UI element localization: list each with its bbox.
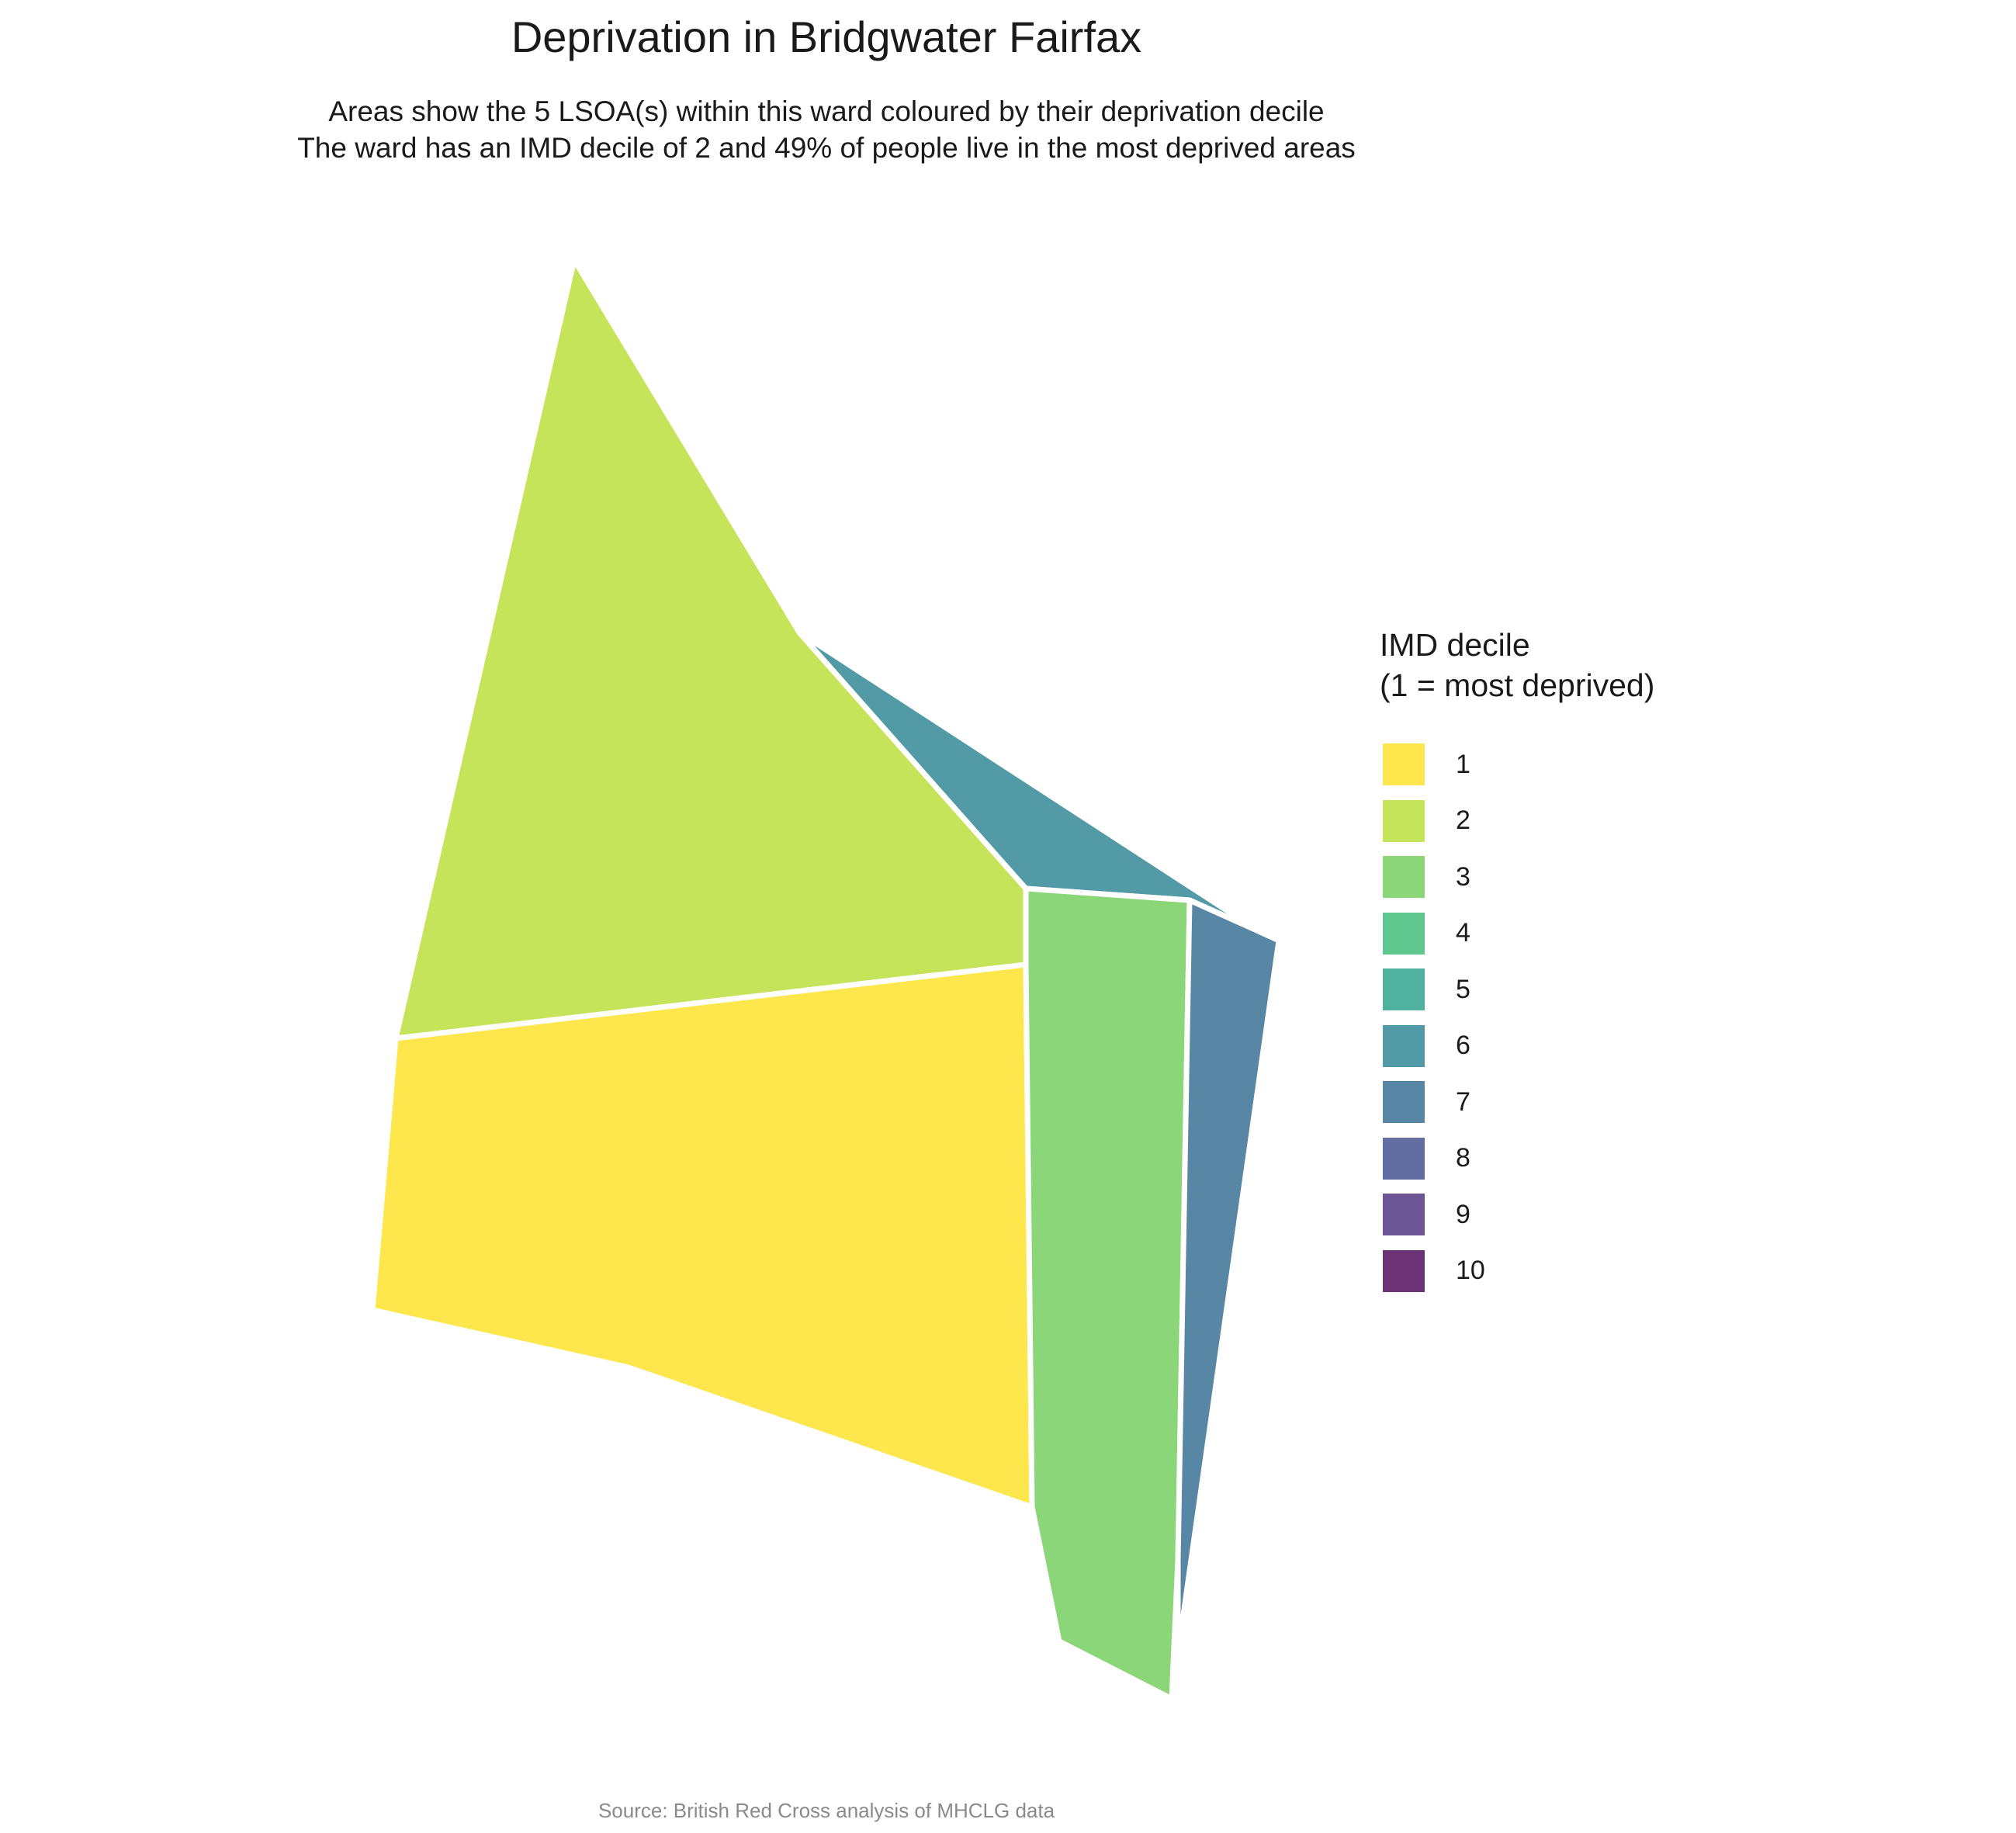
legend-label: 9	[1456, 1199, 1470, 1229]
legend-swatch	[1383, 1249, 1425, 1292]
legend-swatch	[1383, 912, 1425, 955]
legend-item: 5	[1380, 962, 1654, 1018]
lsoa-area-decile-3	[1023, 885, 1193, 1702]
legend-item: 3	[1380, 849, 1654, 906]
legend-item: 2	[1380, 793, 1654, 850]
legend-swatch	[1383, 1137, 1425, 1180]
legend-swatch	[1383, 743, 1425, 786]
legend-label: 8	[1456, 1143, 1470, 1173]
legend-swatch	[1383, 799, 1425, 842]
legend-label: 3	[1456, 861, 1470, 892]
legend-swatch	[1383, 968, 1425, 1011]
legend-label: 4	[1456, 918, 1470, 948]
lsoa-area-decile-7	[1175, 897, 1282, 1656]
legend-title-line-2: (1 = most deprived)	[1380, 667, 1655, 703]
legend-item: 9	[1380, 1187, 1654, 1243]
legend-item: 1	[1380, 736, 1654, 793]
legend-item: 4	[1380, 906, 1654, 962]
source-caption: Source: British Red Cross analysis of MH…	[598, 1799, 1055, 1822]
legend-swatch	[1383, 1081, 1425, 1124]
subtitle-line-1: Areas show the 5 LSOA(s) within this war…	[328, 95, 1325, 127]
legend-items: 1 2 3 4 5 6 7 8	[1380, 736, 1654, 1299]
legend-item: 8	[1380, 1131, 1654, 1187]
legend: IMD decile (1 = most deprived) 1 2 3 4 5…	[1380, 625, 1654, 1299]
legend-label: 5	[1456, 974, 1470, 1004]
legend-label: 7	[1456, 1086, 1470, 1117]
legend-swatch	[1383, 1024, 1425, 1067]
legend-swatch	[1383, 856, 1425, 899]
page-title: Deprivation in Bridgwater Fairfax	[511, 12, 1142, 61]
legend-item: 6	[1380, 1018, 1654, 1075]
lsoa-area-decile-1	[369, 962, 1035, 1510]
legend-title-line-1: IMD decile	[1380, 627, 1530, 663]
legend-label: 10	[1456, 1256, 1485, 1286]
subtitle-line-2: The ward has an IMD decile of 2 and 49% …	[297, 132, 1356, 164]
legend-label: 2	[1456, 806, 1470, 836]
legend-item: 10	[1380, 1243, 1654, 1300]
legend-label: 6	[1456, 1031, 1470, 1061]
lsoa-area-decile-2	[393, 257, 1029, 1041]
legend-label: 1	[1456, 749, 1470, 779]
legend-swatch	[1383, 1194, 1425, 1236]
legend-item: 7	[1380, 1074, 1654, 1131]
